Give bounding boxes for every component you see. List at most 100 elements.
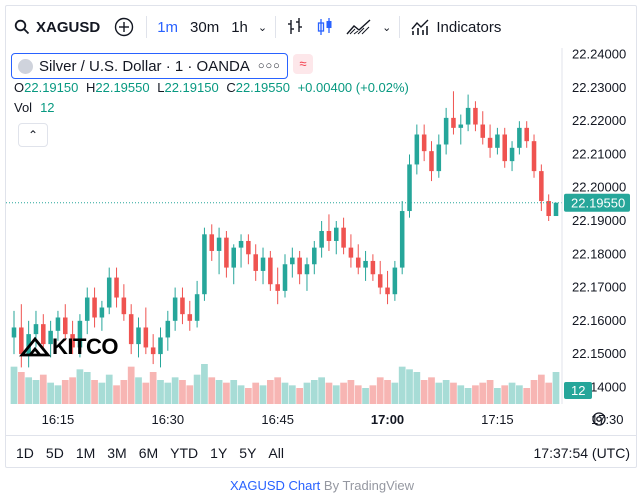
x-tick-label: 17:30 [591,412,624,427]
timeframe-1m[interactable]: 1m [157,18,179,36]
last-price-label: 22.19550 [571,196,625,211]
indicators-icon [411,19,429,35]
tradingview-credit: XAGUSD Chart By TradingView [0,478,644,493]
symbol-search[interactable]: XAGUSD [6,6,106,48]
candle-body [114,277,119,298]
volume-bar [83,372,91,404]
range-ytd[interactable]: YTD [170,445,199,461]
y-tick-label: 22.16000 [572,313,626,328]
volume-bar [61,380,69,404]
candle-body [41,324,46,345]
volume-bar [428,377,435,404]
volume-bar [457,385,465,404]
indicators-button[interactable]: Indicators [404,6,507,48]
candle-body [407,164,412,212]
candle-body [355,257,361,268]
candle-body [202,234,207,295]
utc-clock[interactable]: 17:37:54 (UTC) [533,445,630,461]
range-5y[interactable]: 5Y [239,445,257,461]
volume-bar [332,385,340,404]
volume-bar [54,385,62,404]
volume-bar [420,380,428,404]
volume-bar [120,380,128,404]
volume-bar [391,382,399,404]
candle-body [282,264,288,291]
candle-body [165,320,171,338]
range-all[interactable]: All [268,445,284,461]
volume-bar [413,372,421,404]
volume-bar [442,380,450,404]
volume-bar [494,388,501,404]
volume-bar [164,382,172,404]
volume-bar [39,374,47,404]
timeframe-dropdown-chevron-icon[interactable]: ⌄ [257,21,268,34]
candle-body [502,134,508,162]
x-tick-label: 16:15 [42,412,75,427]
volume-bar [193,374,201,404]
toolbar-divider [275,16,277,38]
symbol-legend[interactable]: Silver / U.S. Dollar · 1 · OANDA ○○○ [11,53,288,79]
volume-bar [376,377,384,404]
volume-bar [530,380,538,404]
volume-bar [157,380,164,404]
volume-bar [281,382,289,404]
candle-body [128,314,134,345]
candle-body [84,297,90,321]
range-1m[interactable]: 1M [75,445,96,461]
volume-bar [362,388,369,404]
volume-bar [310,380,318,404]
candle-body [517,127,522,148]
candle-body [473,107,478,125]
last-volume-label: 12 [571,383,585,398]
candle-body [231,247,237,268]
volume-bar [113,385,120,404]
candle-body [377,274,383,288]
candle-body [194,294,200,321]
timeframe-30m[interactable]: 30m [190,18,220,36]
candle-body [99,307,105,318]
range-1d[interactable]: 1D [16,445,34,461]
volume-bar [135,377,142,404]
candle-body [414,134,420,165]
collapse-legend-button[interactable]: ⌃ [18,123,48,147]
volume-bar [47,382,54,404]
candles-style-button[interactable] [310,6,340,48]
bars-style-button[interactable] [280,6,310,48]
last-price-badge [564,193,630,212]
toolbar-divider [399,16,401,38]
candle-body [458,124,464,128]
chart-symbol-logo-icon [18,58,33,74]
candle-body [77,320,83,348]
candle-body [150,347,156,355]
candle-body [180,297,185,315]
candle-body [143,327,149,348]
candle-body [121,297,127,315]
candle-body [326,230,332,241]
range-3m[interactable]: 3M [107,445,127,461]
compare-button[interactable] [106,6,142,48]
range-1y[interactable]: 1Y [210,445,228,461]
volume-bar [69,377,76,404]
y-tick-label: 22.17000 [572,280,626,295]
volume-bar [179,380,186,404]
candle-body [319,230,324,248]
candle-body [62,317,68,335]
area-style-button[interactable] [340,6,378,48]
price-chart[interactable]: 22.1400022.1500022.1600022.1700022.18000… [6,48,636,434]
candle-body [136,327,141,345]
settings-button[interactable] [592,412,606,426]
volume-bar [384,380,391,404]
more-options-icon[interactable]: ○○○ [257,60,281,72]
symbol-chart-link[interactable]: XAGUSD Chart [229,478,321,493]
timeframe-1h[interactable]: 1h [231,18,248,36]
volume-bar [266,380,274,404]
chart-style-dropdown-chevron-icon[interactable]: ⌄ [382,21,392,34]
candle-body [333,227,339,241]
credit-text: By TradingView [323,478,415,493]
y-tick-label: 22.20000 [572,180,626,195]
range-6m[interactable]: 6M [138,445,159,461]
candle-body [443,117,449,145]
range-5d[interactable]: 5D [45,445,64,461]
volume-bar [186,385,194,404]
candle-body [341,227,346,248]
